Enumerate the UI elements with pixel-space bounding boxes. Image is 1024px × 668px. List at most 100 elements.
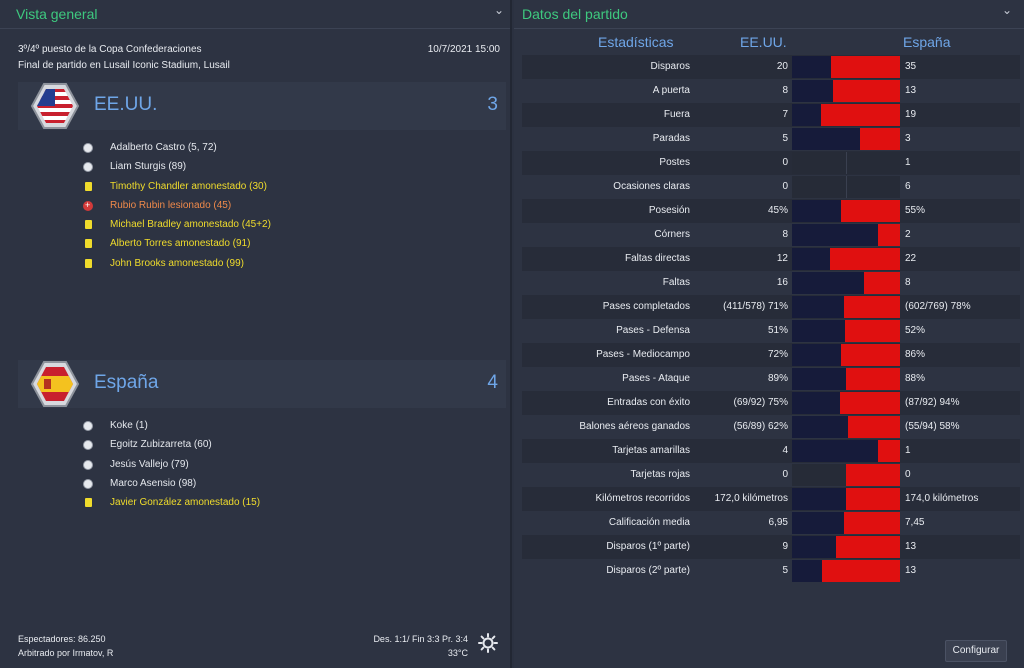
stat-home-value: 4 [782,445,788,456]
stat-away-value: 0 [905,469,911,480]
away-bar-fill [841,344,900,366]
stat-label: Disparos [650,61,690,72]
stat-away-value: (87/92) 94% [905,397,960,408]
match-stats-collapse-chevron-icon[interactable]: ⌄ [1002,3,1013,17]
competition-label: 3º/4º puesto de la Copa Confederaciones [18,44,202,55]
stat-row: Calificación media 6,95 7,45 [522,511,1020,535]
stat-label: Pases completados [602,301,690,312]
away-bar-fill [822,560,900,582]
home-team-name[interactable]: EE.UU. [94,94,158,115]
stat-comparison-bar [792,56,900,78]
stat-away-value: 52% [905,325,926,336]
stat-row: Paradas 5 3 [522,127,1020,151]
stat-label: Calificación media [608,517,690,528]
home-team-header[interactable]: EE.UU. 3 [18,82,506,130]
stat-comparison-bar [792,80,900,102]
stat-label: Pases - Mediocampo [596,349,690,360]
stat-home-value: 9 [782,541,788,552]
stat-row: A puerta 8 13 [522,79,1020,103]
away-bar-fill [833,80,900,102]
stat-row: Entradas con éxito (69/92) 75% (87/92) 94% [522,391,1020,415]
overview-collapse-chevron-icon[interactable]: ⌄ [494,3,505,17]
stat-comparison-bar [792,440,900,462]
bar-center-divider [846,176,847,198]
stats-away-header: España [903,34,951,50]
usa-flag-crest-icon [30,83,80,129]
stat-label: A puerta [652,85,690,96]
home-bar-fill [792,320,845,342]
overview-title-divider [0,28,510,29]
stat-home-value: 6,95 [768,517,788,528]
away-bar-fill [840,392,900,414]
stat-home-value: 0 [782,157,788,168]
away-bar-fill [846,464,900,486]
stat-away-value: 13 [905,565,917,576]
stat-row: Tarjetas amarillas 4 1 [522,439,1020,463]
away-bar-fill [845,320,900,342]
overview-title: Vista general [16,6,98,22]
stat-away-value: 88% [905,373,926,384]
stat-row: Kilómetros recorridos 172,0 kilómetros 174… [522,487,1020,511]
home-bar-fill [792,272,864,294]
home-bar-fill [792,392,840,414]
stat-home-value: 7 [782,109,788,120]
attendance-label: Espectadores: 86.250 [18,634,106,644]
goal-ball-icon [83,478,93,489]
home-bar-fill [792,344,841,366]
goal-ball-icon [83,162,93,173]
match-info: 3º/4º puesto de la Copa Confederaciones … [18,42,230,74]
stat-label: Pases - Ataque [622,373,690,384]
period-scores-label: Des. 1:1/ Fin 3:3 Pr. 3:4 [373,634,468,644]
away-bar-fill [878,224,900,246]
away-bar-fill [831,56,900,78]
stat-away-value: 2 [905,229,911,240]
stat-label: Disparos (2º parte) [606,565,690,576]
away-bar-fill [841,200,900,222]
stat-comparison-bar [792,392,900,414]
stat-row: Pases completados (411/578) 71% (602/769) … [522,295,1020,319]
match-stats-title: Datos del partido [522,6,628,22]
venue-label: Final de partido en Lusail Iconic Stadiu… [18,60,230,71]
match-datetime: 10/7/2021 15:00 [427,44,500,55]
home-bar-fill [792,560,822,582]
match-stats-panel: Datos del partido ⌄ Estadísticas EE.UU. … [514,0,1024,668]
stat-home-value: 172,0 kilómetros [714,493,788,504]
stat-label: Córners [654,229,690,240]
home-bar-fill [792,416,848,438]
stat-away-value: 7,45 [905,517,925,528]
stat-label: Postes [659,157,690,168]
away-bar-fill [821,104,900,126]
configure-button[interactable]: Configurar [945,640,1007,662]
stat-label: Entradas con éxito [607,397,690,408]
home-bar-fill [792,56,831,78]
temperature-label: 33°C [447,648,468,658]
yellow-card-icon [85,498,92,508]
stat-home-value: 51% [767,325,788,336]
goal-ball-icon [83,143,93,153]
stat-home-value: 20 [776,61,788,72]
stat-comparison-bar [792,176,900,198]
home-bar-fill [792,224,878,246]
away-bar-fill [878,440,900,462]
stat-label: Balones aéreos ganados [579,421,690,432]
stat-row: Pases - Ataque 89% 88% [522,367,1020,391]
stat-label: Ocasiones claras [613,181,690,192]
stat-home-value: 89% [767,373,788,384]
bar-center-divider [846,152,847,174]
stat-away-value: 6 [905,181,911,192]
stat-row: Tarjetas rojas 0 0 [522,463,1020,487]
yellow-card-icon [85,220,92,230]
away-team-score: 4 [487,372,498,393]
stat-row: Disparos (1º parte) 9 13 [522,535,1020,559]
stat-label: Fuera [663,109,690,120]
away-team-header[interactable]: España 4 [18,360,506,408]
away-team-name[interactable]: España [94,372,159,393]
stat-comparison-bar [792,368,900,390]
overview-panel: Vista general ⌄ 3º/4º puesto de la Copa … [0,0,512,668]
stat-away-value: 3 [905,133,911,144]
stat-row: Pases - Mediocampo 72% 86% [522,343,1020,367]
home-bar-fill [792,80,833,102]
stat-home-value: (411/578) 71% [723,301,788,312]
stat-comparison-bar [792,344,900,366]
